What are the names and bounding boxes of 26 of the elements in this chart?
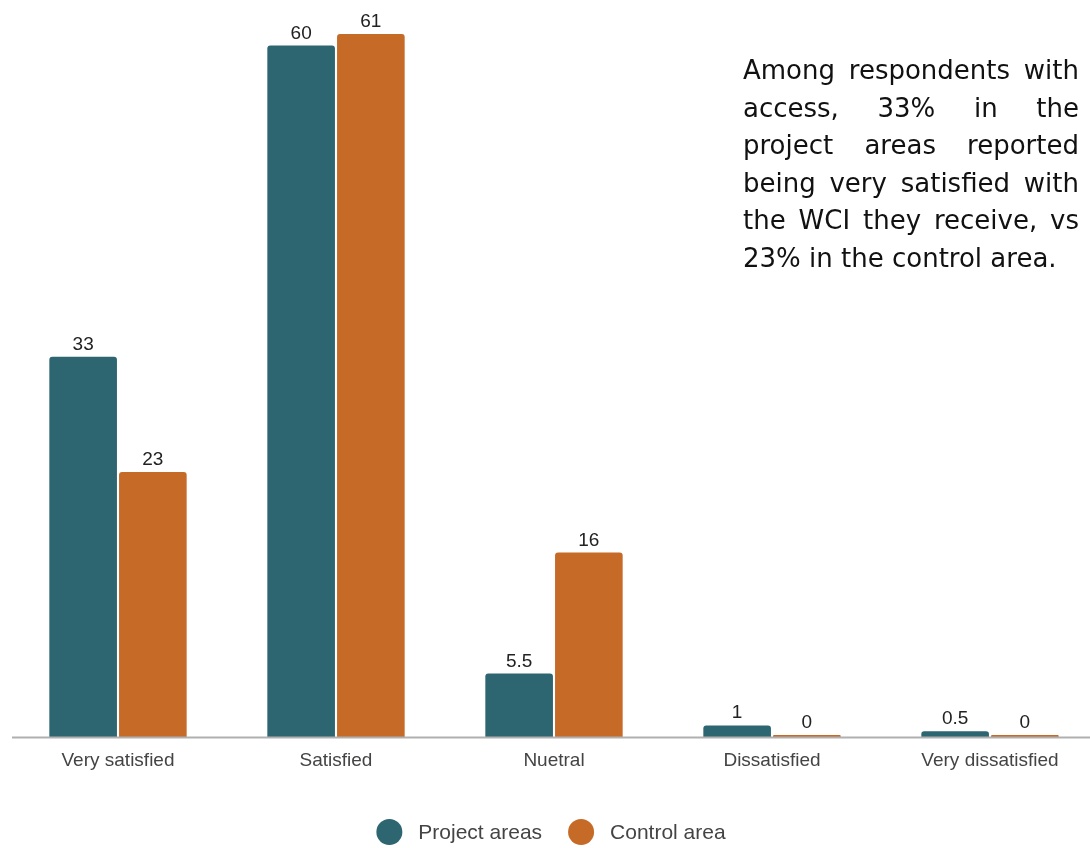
legend-label: Project areas <box>418 820 543 844</box>
bar <box>921 731 989 737</box>
x-tick-label: Very satisfied <box>61 749 175 770</box>
data-label: 0.5 <box>941 707 969 729</box>
data-label: 5.5 <box>505 649 533 671</box>
x-tick-label: Nuetral <box>523 749 585 770</box>
bar <box>337 34 405 737</box>
x-tick-label: Very dissatisfied <box>921 749 1059 770</box>
annotation: Among respondents with access, 33% in the project areas reported being very satisfied with the WCI they receive, vs 23% in the control area. <box>743 54 1079 275</box>
data-label: 0 <box>1019 711 1031 732</box>
bar <box>119 471 187 737</box>
x-tick-label: Satisfied <box>299 749 373 770</box>
data-label: 33 <box>72 332 94 354</box>
data-label: 23 <box>142 447 164 469</box>
bar <box>267 45 335 737</box>
bar <box>485 673 553 737</box>
data-label: 60 <box>290 21 312 43</box>
bar <box>703 725 771 737</box>
data-label: 16 <box>578 528 600 550</box>
data-label: 1 <box>731 701 743 723</box>
x-tick-label: Dissatisfied <box>723 749 821 770</box>
legend-label: Control area <box>610 820 726 844</box>
bar <box>49 356 117 737</box>
data-label: 61 <box>360 10 382 31</box>
bar <box>555 552 623 737</box>
data-label: 0 <box>801 711 813 732</box>
